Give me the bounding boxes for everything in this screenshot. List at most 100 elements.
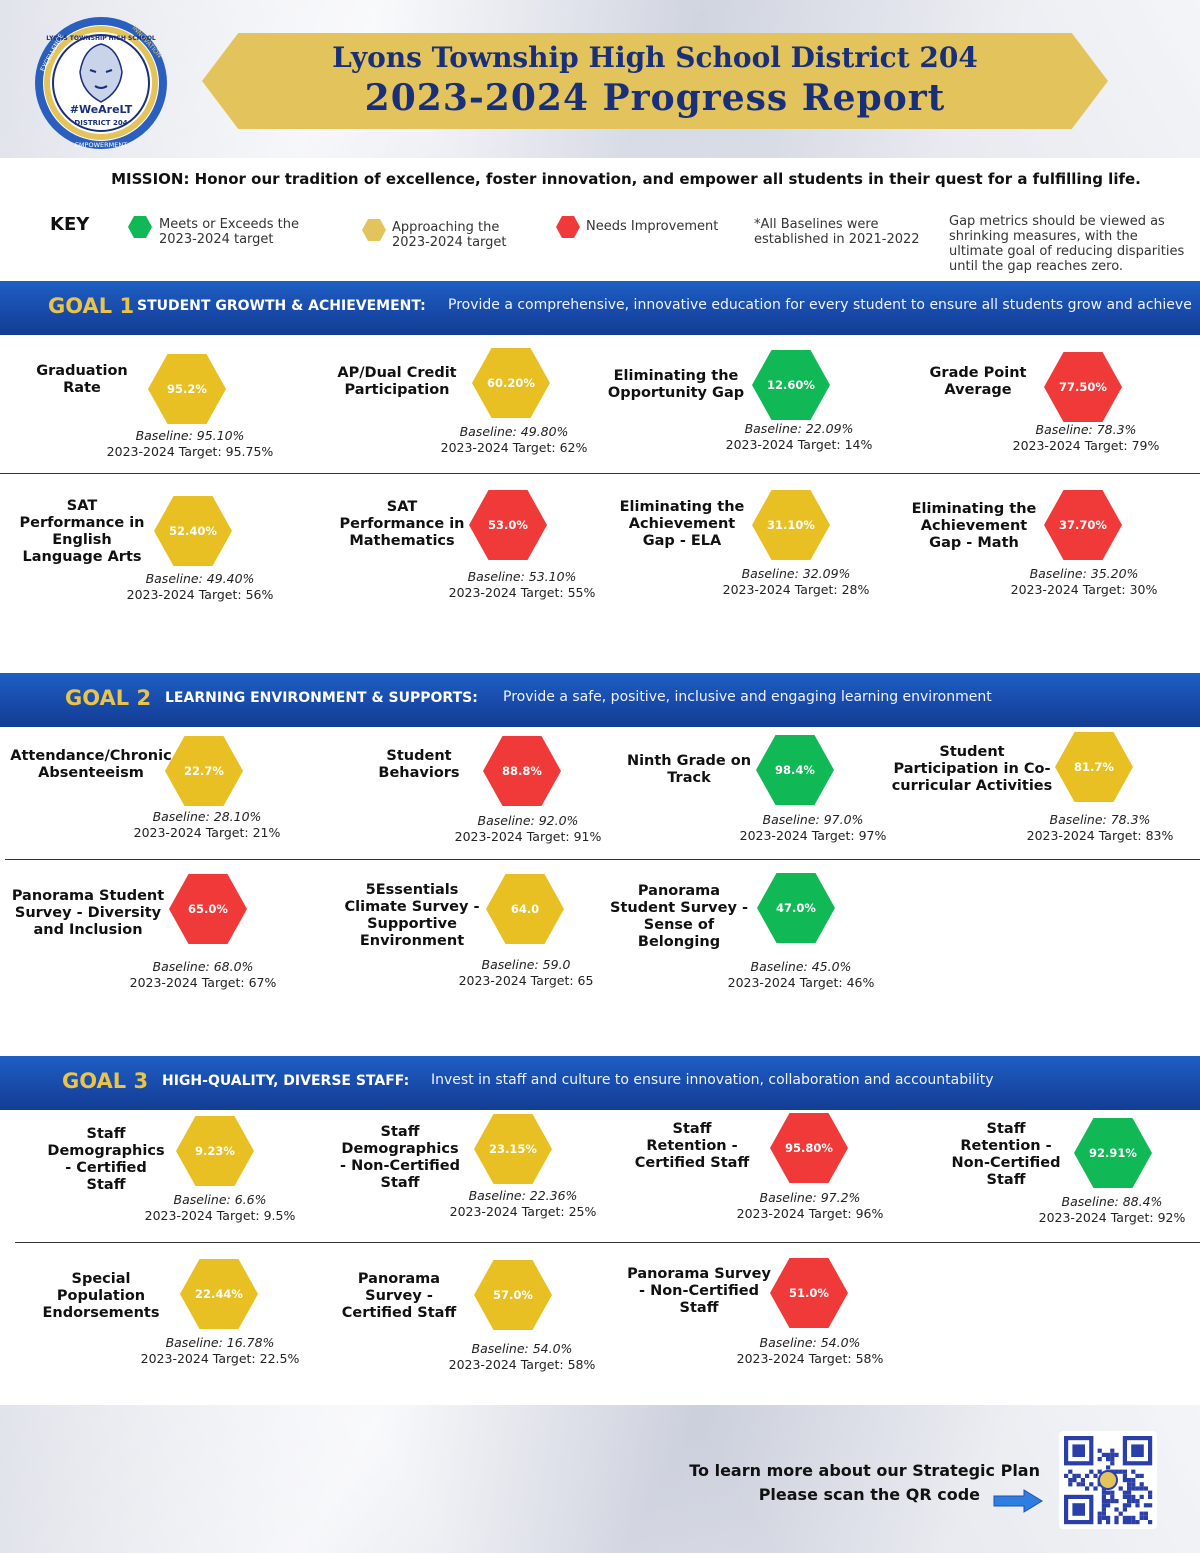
key-red-hexagon-icon (556, 216, 580, 238)
goal-2-metric-3-hexagon-value: 98.4% (756, 735, 834, 805)
goal-2-metric-5-target: 2023-2024 Target: 67% (129, 975, 277, 990)
goal-3-metric-2-title: Staff Demographics - Non-Certified Staff (340, 1124, 460, 1191)
goal-1-metric-1-baseline: Baseline: 95.10% (135, 428, 245, 443)
goal-1-metric-5-baseline: Baseline: 49.40% (145, 571, 255, 586)
svg-text:#WeAreLT: #WeAreLT (70, 103, 133, 116)
qr-code[interactable] (1059, 1431, 1157, 1529)
key-yellow-hexagon-icon (362, 219, 386, 241)
goal-2-divider (5, 859, 1200, 860)
goal-1-metric-7-title: Eliminating the Achievement Gap - ELA (619, 499, 745, 549)
goal-2-metric-4-target: 2023-2024 Target: 83% (1026, 828, 1174, 843)
goal-3-metric-3-baseline: Baseline: 97.2% (759, 1190, 861, 1205)
goal-1-metric-3-baseline: Baseline: 22.09% (744, 421, 854, 436)
goal-2-metric-6-hexagon-value: 64.0 (486, 874, 564, 944)
goal-2-metric-7-title: Panorama Student Survey - Sense of Belongin… (610, 883, 748, 950)
goal-2-metric-6-target: 2023-2024 Target: 65 (458, 973, 594, 988)
goal-1-metric-3-title: Eliminating the Opportunity Gap (607, 368, 745, 401)
goal-2-metric-5-title: Panorama Student Survey - Diversity and In… (11, 888, 165, 938)
goal-2-metric-1-baseline: Baseline: 28.10% (152, 809, 262, 824)
goal-3-metric-7-baseline: Baseline: 54.0% (759, 1335, 861, 1350)
goal-3-metric-2-target: 2023-2024 Target: 25% (449, 1204, 597, 1219)
goal-2-label: GOAL 2 (65, 686, 152, 710)
key-green-hexagon-icon (128, 216, 152, 238)
goal-2-bar: GOAL 2 LEARNING ENVIRONMENT & SUPPORTS: … (0, 673, 1200, 727)
goal-3-metric-4-target: 2023-2024 Target: 92% (1038, 1210, 1186, 1225)
district-logo: #WeAreLT DISTRICT 204 LYONS TOWNSHIP HIG… (35, 17, 167, 149)
goal-1-divider (0, 473, 1200, 474)
goal-2-metric-4-baseline: Baseline: 78.3% (1049, 812, 1151, 827)
goal-3-metric-5-hexagon-value: 22.44% (180, 1259, 258, 1329)
footer-line-1: To learn more about our Strategic Plan (689, 1461, 1040, 1480)
goal-2-metric-3-title: Ninth Grade on Track (626, 753, 752, 786)
goal-3-metric-4-title: Staff Retention - Non-Certified Staff (951, 1121, 1061, 1188)
goal-2-metric-6-baseline: Baseline: 59.0 (481, 957, 571, 972)
goal-2-metric-1-title: Attendance/Chronic Absenteeism (10, 748, 172, 781)
goal-1-metric-7-target: 2023-2024 Target: 28% (722, 582, 870, 597)
key-gap-note: Gap metrics should be viewed as shrinking… (949, 214, 1185, 274)
title-banner: Lyons Township High School District 204 … (202, 33, 1108, 129)
arrow-right-icon (993, 1489, 1043, 1513)
goal-2-metric-7-target: 2023-2024 Target: 46% (727, 975, 875, 990)
goal-2-name: LEARNING ENVIRONMENT & SUPPORTS: (165, 690, 478, 706)
goal-2-metric-2-hexagon-value: 88.8% (483, 736, 561, 806)
goal-2-metric-7-hexagon-value: 47.0% (757, 873, 835, 943)
goal-3-metric-1-target: 2023-2024 Target: 9.5% (144, 1208, 296, 1223)
goal-1-metric-6-target: 2023-2024 Target: 55% (448, 585, 596, 600)
goal-2-metric-6-title: 5Essentials Climate Survey - Supportive Env… (344, 882, 480, 949)
goal-1-metric-4-title: Grade Point Average (929, 365, 1027, 398)
goal-1-metric-3-hexagon-value: 12.60% (752, 350, 830, 420)
goal-1-label: GOAL 1 (48, 294, 135, 318)
goal-3-metric-5-baseline: Baseline: 16.78% (165, 1335, 275, 1350)
svg-text:LYONS TOWNSHIP HIGH SCHOOL: LYONS TOWNSHIP HIGH SCHOOL (46, 35, 156, 42)
goal-3-metric-7-title: Panorama Survey - Non-Certified Staff (627, 1266, 771, 1316)
goal-2-metric-2-title: Student Behaviors (378, 748, 460, 781)
key-meets: Meets or Exceeds the 2023-2024 target (159, 217, 299, 247)
key-baseline-note: *All Baselines were established in 2021-2… (754, 217, 920, 247)
goal-3-metric-5-title: Special Population Endorsements (42, 1271, 160, 1321)
goal-2-metric-3-target: 2023-2024 Target: 97% (739, 828, 887, 843)
goal-3-metric-1-baseline: Baseline: 6.6% (173, 1192, 267, 1207)
header-background: #WeAreLT DISTRICT 204 LYONS TOWNSHIP HIG… (0, 0, 1200, 158)
goal-1-bar: GOAL 1 STUDENT GROWTH & ACHIEVEMENT: Pro… (0, 281, 1200, 335)
goal-3-metric-4-baseline: Baseline: 88.4% (1061, 1194, 1163, 1209)
goal-1-desc: Provide a comprehensive, innovative educ… (448, 297, 1192, 313)
goal-1-metric-4-hexagon-value: 77.50% (1044, 352, 1122, 422)
goal-3-metric-3-target: 2023-2024 Target: 96% (736, 1206, 884, 1221)
district-title: Lyons Township High School District 204 (332, 41, 978, 74)
goal-1-metric-4-baseline: Baseline: 78.3% (1035, 422, 1137, 437)
goal-3-label: GOAL 3 (62, 1069, 149, 1093)
goal-2-metric-2-target: 2023-2024 Target: 91% (454, 829, 602, 844)
svg-text:DISTRICT 204: DISTRICT 204 (74, 119, 127, 127)
goal-2-desc: Provide a safe, positive, inclusive and … (503, 689, 992, 705)
goal-1-metric-8-target: 2023-2024 Target: 30% (1010, 582, 1158, 597)
goal-2-metric-5-hexagon-value: 65.0% (169, 874, 247, 944)
footer-background: To learn more about our Strategic Plan P… (0, 1405, 1200, 1553)
goal-3-metric-1-title: Staff Demographics - Certified Staff (47, 1126, 165, 1193)
goal-3-metric-6-title: Panorama Survey - Certified Staff (341, 1271, 457, 1321)
goal-3-name: HIGH-QUALITY, DIVERSE STAFF: (162, 1073, 410, 1089)
goal-2-metric-7-baseline: Baseline: 45.0% (750, 959, 852, 974)
goal-1-metric-6-title: SAT Performance in Mathematics (339, 499, 465, 549)
goal-1-metric-7-baseline: Baseline: 32.09% (741, 566, 851, 581)
goal-1-metric-2-target: 2023-2024 Target: 62% (440, 440, 588, 455)
goal-1-metric-5-title: SAT Performance in English Language Arts (19, 498, 145, 565)
goal-1-metric-1-title: Graduation Rate (36, 363, 128, 396)
goal-2-metric-1-target: 2023-2024 Target: 21% (133, 825, 281, 840)
goal-1-metric-4-target: 2023-2024 Target: 79% (1012, 438, 1160, 453)
goal-1-metric-2-hexagon-value: 60.20% (472, 348, 550, 418)
goal-2-metric-4-title: Student Participation in Co-curricular Ac… (891, 744, 1053, 794)
goal-3-metric-5-target: 2023-2024 Target: 22.5% (140, 1351, 300, 1366)
report-title: 2023-2024 Progress Report (364, 77, 946, 119)
goal-2-metric-3-baseline: Baseline: 97.0% (762, 812, 864, 827)
goal-3-metric-6-baseline: Baseline: 54.0% (471, 1341, 573, 1356)
key-title: KEY (50, 214, 90, 235)
key-approaching: Approaching the 2023-2024 target (392, 220, 507, 250)
goal-1-metric-2-baseline: Baseline: 49.80% (459, 424, 569, 439)
goal-3-bar: GOAL 3 HIGH-QUALITY, DIVERSE STAFF: Inve… (0, 1056, 1200, 1110)
goal-2-metric-2-baseline: Baseline: 92.0% (477, 813, 579, 828)
goal-2-metric-5-baseline: Baseline: 68.0% (152, 959, 254, 974)
goal-3-metric-2-baseline: Baseline: 22.36% (468, 1188, 578, 1203)
goal-3-divider (15, 1242, 1200, 1243)
goal-1-metric-3-target: 2023-2024 Target: 14% (725, 437, 873, 452)
goal-1-metric-6-baseline: Baseline: 53.10% (467, 569, 577, 584)
